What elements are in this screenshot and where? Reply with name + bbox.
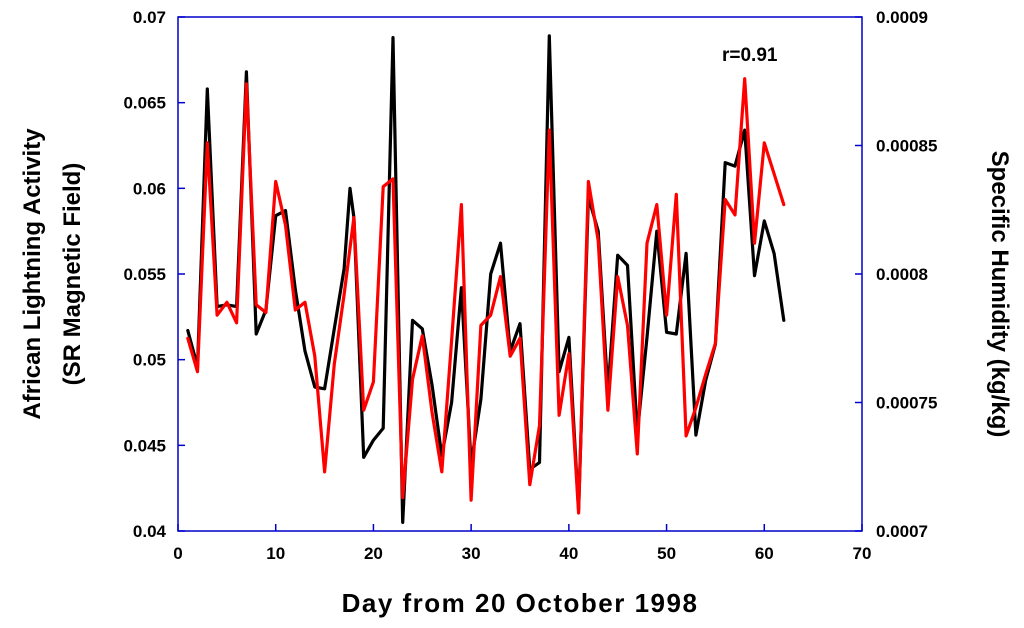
left-axis-label-line2: (SR Magnetic Field) [59,163,86,386]
left-tick-label: 0.055 [123,265,166,284]
right-tick-label: 0.00085 [876,137,937,156]
x-axis: 0 10 20 30 40 50 60 70 [173,524,871,563]
left-tick-label: 0.06 [133,179,166,198]
series-layer [186,34,786,525]
left-tick-label: 0.045 [123,436,166,455]
left-tick-label: 0.05 [133,351,166,370]
left-tick-label: 0.07 [133,8,166,27]
x-tick-label: 30 [462,544,481,563]
right-tick-label: 0.0008 [876,265,928,284]
left-tick-label: 0.04 [133,522,167,541]
plot-frame [177,16,863,532]
right-tick-label: 0.00075 [876,394,937,413]
x-axis-label: Day from 20 October 1998 [342,588,699,618]
x-tick-label: 10 [266,544,285,563]
x-tick-label: 40 [559,544,578,563]
correlation-annotation: r=0.91 [722,45,778,66]
lightning-series-line [186,34,786,525]
right-tick-label: 0.0009 [876,8,928,27]
right-axis-label: Specific Humidity (kg/kg) [986,151,1013,438]
right-axis: 0.0007 0.00075 0.0008 0.00085 0.0009 [855,8,937,541]
x-tick-label: 20 [364,544,383,563]
x-tick-label: 0 [173,544,182,563]
right-tick-label: 0.0007 [876,522,928,541]
x-tick-label: 60 [755,544,774,563]
x-tick-label: 70 [853,544,872,563]
left-tick-label: 0.065 [123,94,166,113]
left-axis-label-line1: African Lightning Activity [19,128,46,420]
left-axis: 0.04 0.045 0.05 0.055 0.06 0.065 0.07 [123,8,185,541]
humidity-series-line [186,77,786,515]
x-tick-label: 50 [657,544,676,563]
